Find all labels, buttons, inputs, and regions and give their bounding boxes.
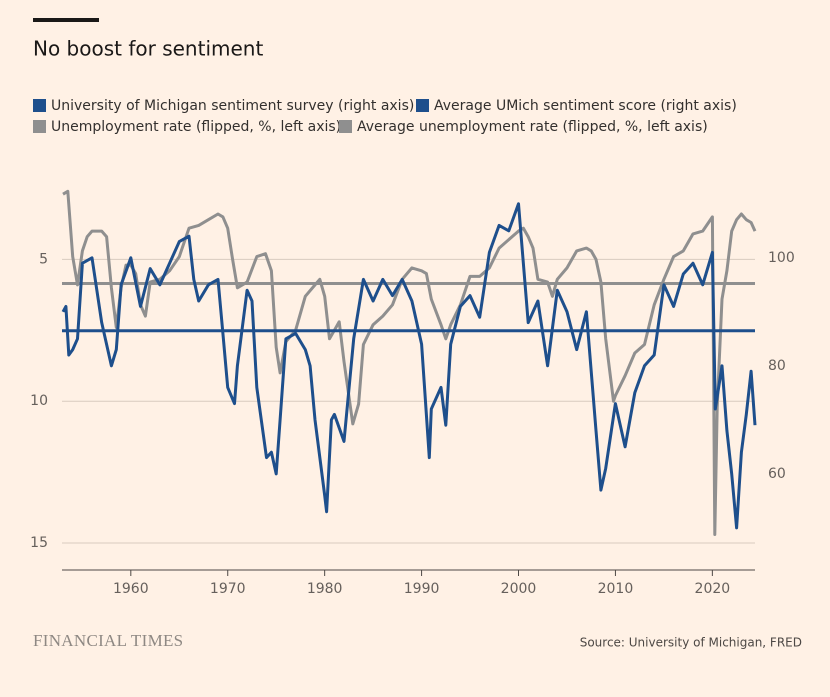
axes: 5 10 15 60 80 100 1960 1970 1980 1990 2000 2010 2020 [30, 250, 795, 597]
x-tick-label: 1990 [404, 581, 440, 597]
y-tick-label: 15 [30, 535, 48, 551]
legend-label: Unemployment rate (flipped, %, left axis… [51, 119, 341, 135]
legend-swatch [33, 120, 46, 133]
y-tick-label: 10 [30, 393, 48, 409]
y2-tick-label: 60 [768, 466, 786, 482]
brand-bar [33, 18, 99, 22]
y2-tick-label: 80 [768, 358, 786, 374]
x-tick-label: 1980 [307, 581, 343, 597]
series-line [62, 189, 757, 536]
series-line [61, 202, 757, 530]
x-tick-label: 2000 [501, 581, 537, 597]
x-tick-label: 2020 [695, 581, 731, 597]
legend-label: University of Michigan sentiment survey … [51, 98, 414, 114]
x-tick-label: 1970 [210, 581, 246, 597]
plot [61, 189, 757, 536]
chart-title: No boost for sentiment [33, 37, 263, 61]
grid [62, 258, 755, 544]
y-tick-label: 5 [39, 251, 48, 267]
x-tick-label: 2010 [598, 581, 634, 597]
y2-tick-label: 100 [768, 250, 795, 266]
legend-swatch [33, 99, 46, 112]
legend-swatch [339, 120, 352, 133]
legend: University of Michigan sentiment survey … [33, 98, 737, 135]
x-tick-label: 1960 [113, 581, 149, 597]
legend-swatch [416, 99, 429, 112]
source: Source: University of Michigan, FRED [580, 636, 802, 650]
legend-label: Average unemployment rate (flipped, %, l… [357, 119, 708, 135]
brand: FINANCIAL TIMES [33, 631, 183, 650]
legend-label: Average UMich sentiment score (right axi… [434, 98, 737, 114]
